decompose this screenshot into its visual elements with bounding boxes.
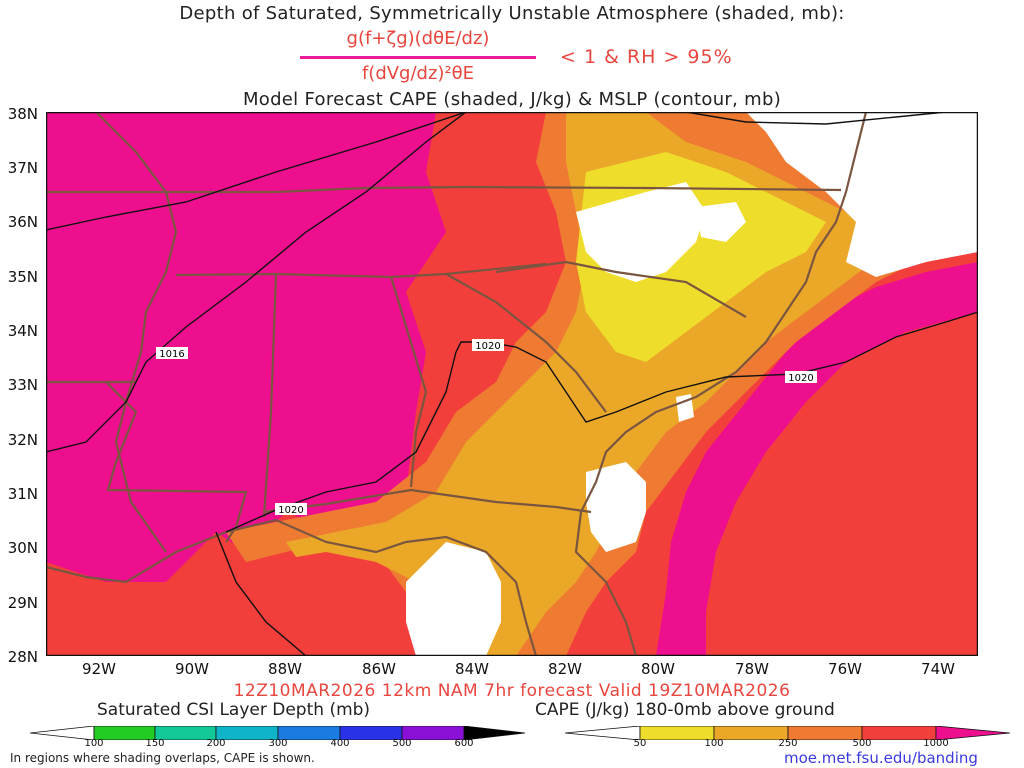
lat-label-35n: 35N [7,268,38,286]
contour-label-1020-b: 1020 [788,373,813,384]
csi-legend-title: Saturated CSI Layer Depth (mb) [97,700,371,720]
forecast-valid-line: 12Z10MAR2026 12km NAM 7hr forecast Valid… [233,681,791,701]
lon-label-76w: 76W [828,660,862,678]
lat-label-30n: 30N [7,539,38,557]
fraction-bar [300,56,536,59]
gulf-coast [46,518,538,656]
contour-label-1020-c: 1020 [278,505,303,516]
title-line3: Model Forecast CAPE (shaded, J/kg) & MSL… [242,89,782,110]
state-line-ms-al [262,273,278,518]
mslp-contour-top [685,112,947,125]
lat-label-34n: 34N [7,322,38,340]
lat-label-31n: 31N [7,485,38,503]
mslp-contour-1016 [46,112,467,231]
cape-legend-title: CAPE (J/kg) 180-0mb above ground [535,700,835,720]
lon-label-80w: 80W [641,660,675,678]
state-line-al-ga [389,276,428,488]
mslp-contour-1016b [46,112,467,453]
cape-region-white-fl [586,462,646,552]
lat-label-36n: 36N [7,213,38,231]
cape-tick-1000: 1000 [923,738,949,749]
cape-tick-250: 250 [778,738,798,749]
mslp-contours [46,112,978,656]
mississippi-river [95,112,178,553]
lat-label-32n: 32N [7,431,38,449]
contour-label-1020-a: 1020 [475,341,500,352]
lon-label-90w: 90W [175,660,209,678]
formula-numerator: g(f+ζg)(dθE/dz) [346,28,490,49]
forecast-map: 1016 1020 1020 1020 [46,112,978,656]
csi-tick-150: 150 [145,738,165,749]
lat-label-33n: 33N [7,376,38,394]
formula-fraction: g(f+ζg)(dθE/dz) f(dVg/dz)²θE [300,28,536,84]
title-line1: Depth of Saturated, Symmetrically Unstab… [179,3,845,24]
lon-label-74w: 74W [921,660,955,678]
lon-label-78w: 78W [735,660,769,678]
lon-label-88w: 88W [268,660,302,678]
cape-colorbar [565,726,1011,740]
formula-denominator: f(dVg/dz)²θE [361,63,475,84]
source-url[interactable]: moe.met.fsu.edu/banding [784,749,978,767]
csi-tick-500: 500 [392,738,412,749]
contour-labels: 1016 1020 1020 1020 [156,339,817,516]
cape-region-white-sc [576,182,706,282]
lon-label-82w: 82W [548,660,582,678]
mslp-contour-1020-gulf [215,531,307,656]
cape-tick-100: 100 [704,738,724,749]
lat-label-28n: 28N [7,648,38,666]
state-line-fl-north [263,488,592,514]
csi-tick-300: 300 [268,738,288,749]
state-line-nc-sc [495,260,747,318]
cape-region-white-nc2 [696,202,746,242]
atlantic-coast [574,112,868,656]
formula-condition: < 1 & RH > 95% [560,46,733,68]
map-frame [46,112,978,656]
boundaries [46,112,868,656]
footnote: In regions where shading overlaps, CAPE … [10,751,315,765]
csi-tick-400: 400 [330,738,350,749]
lat-label-38n: 38N [7,105,38,123]
lon-label-92w: 92W [82,660,116,678]
lon-label-84w: 84W [455,660,489,678]
lat-label-37n: 37N [7,159,38,177]
cape-region-white-gulf [406,542,501,656]
cape-tick-500: 500 [852,738,872,749]
contour-label-1016: 1016 [159,349,184,360]
cape-region-red-ocean [706,312,978,656]
csi-tick-600: 600 [454,738,474,749]
cape-bar-seg-5 [935,726,1011,740]
csi-tick-100: 100 [84,738,104,749]
csi-colorbar [30,726,526,740]
cape-region-white-spot [676,394,694,422]
lat-label-29n: 29N [7,594,38,612]
csi-tick-200: 200 [206,738,226,749]
csi-bar-seg-7 [463,726,526,740]
state-line-tn-ky [46,185,842,194]
cape-region-white-nc [746,112,978,277]
state-line-ga-sc [445,273,607,413]
lon-label-86w: 86W [362,660,396,678]
cape-tick-50: 50 [633,738,647,749]
